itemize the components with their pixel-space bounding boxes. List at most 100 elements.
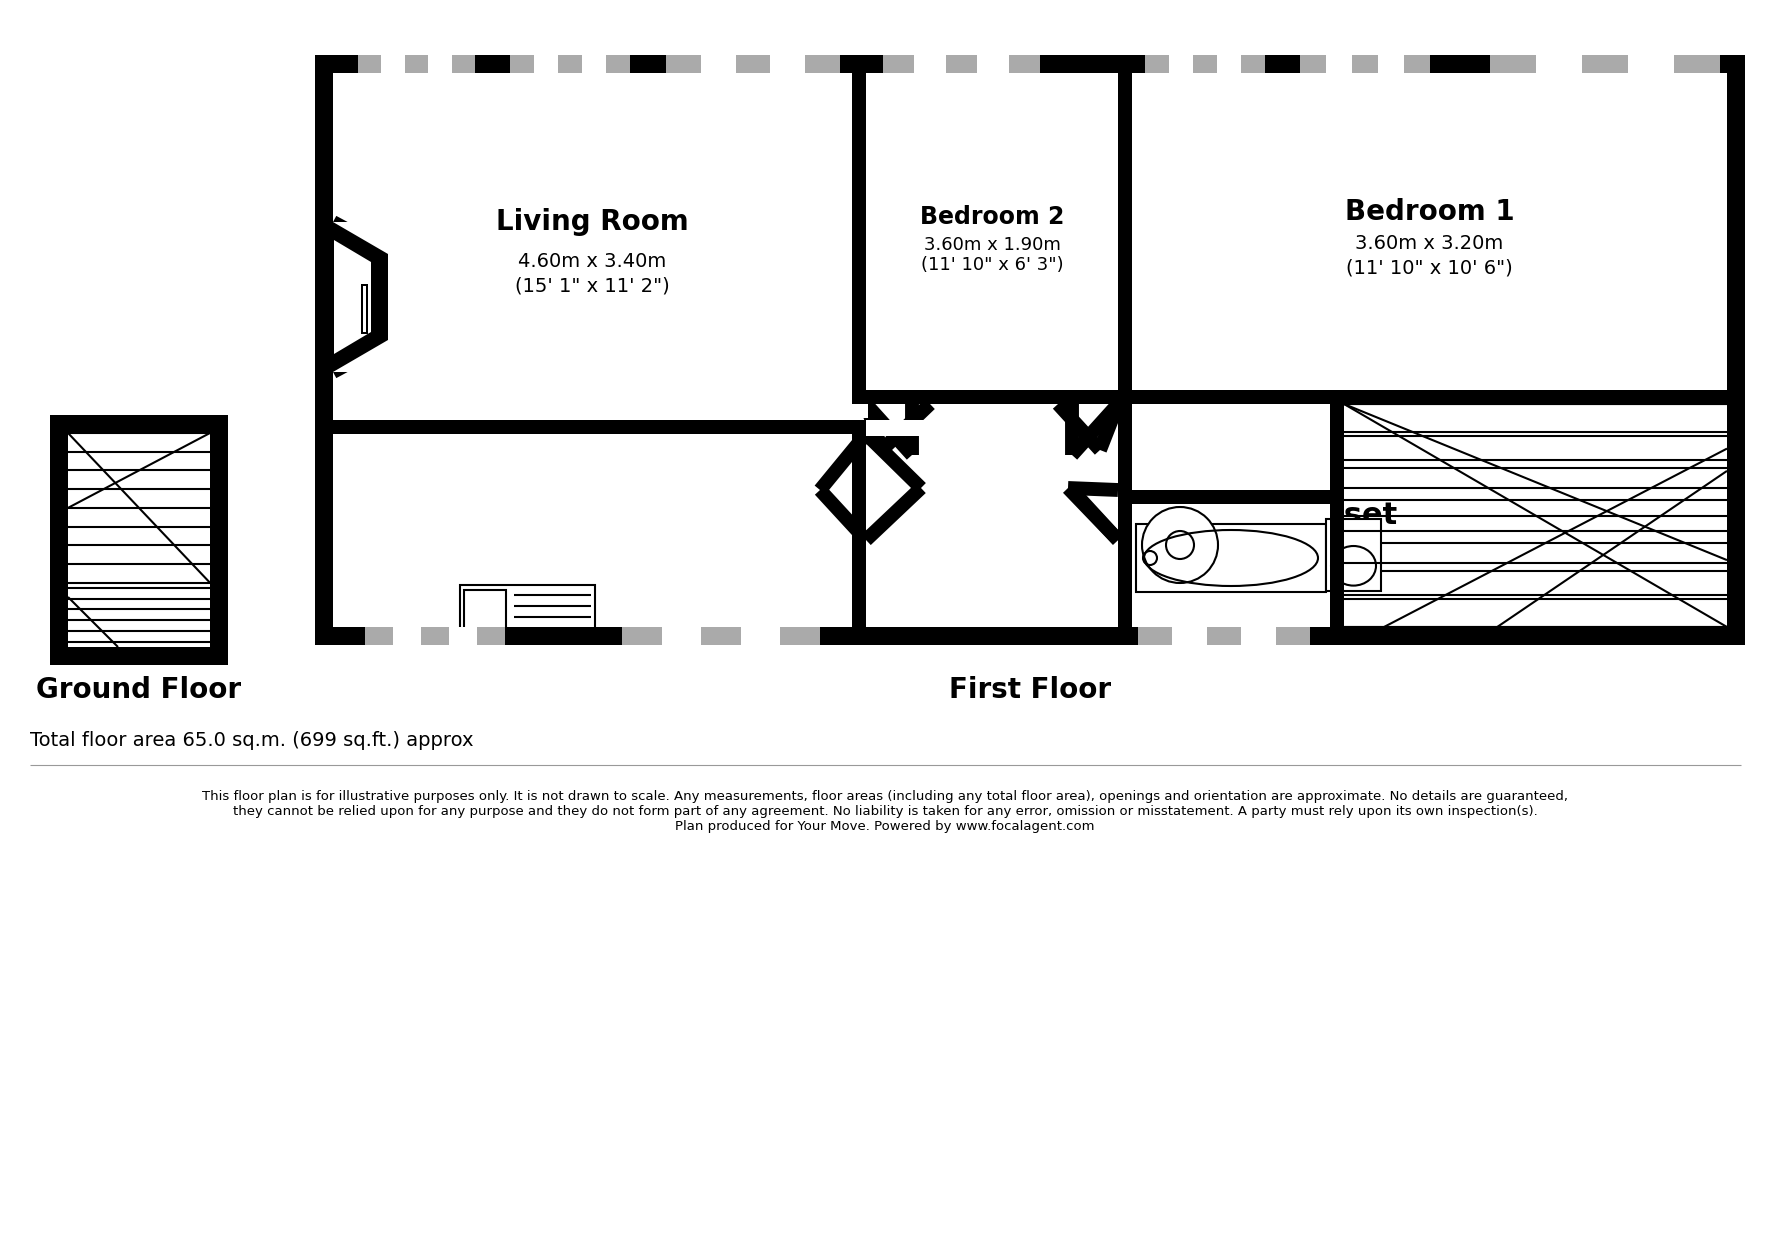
- Bar: [1118, 490, 1344, 503]
- Bar: [1068, 55, 1077, 73]
- Bar: [1326, 520, 1381, 591]
- Bar: [1241, 627, 1275, 645]
- Bar: [430, 55, 455, 73]
- Bar: [1171, 627, 1204, 645]
- Bar: [460, 627, 491, 645]
- Text: 4.60m x 3.40m: 4.60m x 3.40m: [519, 252, 666, 272]
- Bar: [880, 55, 909, 73]
- Bar: [1240, 627, 1275, 645]
- Bar: [342, 250, 363, 343]
- Bar: [1378, 55, 1404, 73]
- Text: Living Room: Living Room: [496, 207, 689, 236]
- Bar: [429, 55, 452, 73]
- Bar: [1330, 391, 1344, 645]
- Bar: [333, 434, 852, 627]
- Bar: [315, 55, 1744, 73]
- Bar: [1118, 490, 1132, 627]
- Bar: [476, 627, 505, 645]
- Bar: [1132, 503, 1330, 627]
- Bar: [333, 222, 413, 372]
- Bar: [315, 627, 1744, 645]
- Bar: [354, 55, 381, 73]
- Bar: [1241, 55, 1264, 73]
- Bar: [1275, 627, 1311, 645]
- Bar: [1544, 55, 1589, 73]
- Bar: [937, 55, 963, 73]
- Bar: [930, 404, 1057, 464]
- Bar: [1077, 55, 1084, 73]
- Bar: [464, 590, 507, 630]
- Text: First Floor: First Floor: [949, 676, 1110, 704]
- Bar: [1172, 627, 1206, 645]
- Bar: [1146, 55, 1169, 73]
- Bar: [1217, 55, 1241, 73]
- Bar: [421, 627, 450, 645]
- Bar: [1139, 627, 1172, 645]
- Bar: [535, 55, 558, 73]
- Text: 3.40m x 2.40m: 3.40m x 2.40m: [519, 533, 666, 552]
- Circle shape: [1142, 507, 1218, 583]
- Bar: [583, 55, 606, 73]
- Bar: [315, 627, 1744, 645]
- Bar: [1135, 627, 1171, 645]
- Bar: [370, 627, 400, 645]
- Bar: [806, 55, 839, 73]
- Bar: [785, 55, 811, 73]
- Bar: [852, 434, 866, 627]
- Bar: [363, 286, 367, 332]
- Bar: [726, 627, 769, 645]
- Text: 3.60m x 3.20m: 3.60m x 3.20m: [1355, 234, 1504, 253]
- Bar: [1319, 55, 1348, 73]
- Bar: [577, 55, 607, 73]
- Bar: [1330, 404, 1344, 627]
- Bar: [315, 420, 866, 434]
- Text: (11' 10" x 10' 6"): (11' 10" x 10' 6"): [1346, 258, 1512, 277]
- Bar: [455, 55, 480, 73]
- Bar: [333, 391, 852, 434]
- Polygon shape: [333, 222, 388, 372]
- Bar: [852, 391, 1744, 404]
- Bar: [1118, 55, 1132, 415]
- Text: (11' 2" x 7' 10"): (11' 2" x 7' 10"): [515, 557, 669, 577]
- Bar: [1404, 55, 1429, 73]
- Bar: [852, 55, 866, 391]
- Bar: [852, 394, 868, 418]
- Bar: [430, 627, 460, 645]
- Text: 2.30m x 1.40m: 2.30m x 1.40m: [1178, 539, 1284, 553]
- Bar: [1330, 391, 1344, 627]
- Bar: [643, 627, 684, 645]
- Bar: [866, 404, 1118, 627]
- Bar: [914, 55, 946, 73]
- Bar: [606, 55, 630, 73]
- Bar: [67, 433, 211, 647]
- Bar: [315, 222, 384, 372]
- Bar: [381, 55, 406, 73]
- Bar: [1351, 55, 1378, 73]
- Text: Bathroom: Bathroom: [1188, 522, 1273, 537]
- Bar: [315, 55, 1744, 73]
- Bar: [1061, 404, 1141, 484]
- Bar: [460, 585, 595, 635]
- Bar: [1057, 404, 1118, 464]
- Bar: [365, 627, 393, 645]
- Bar: [1169, 55, 1195, 73]
- Bar: [700, 55, 728, 73]
- Text: Bedroom 1: Bedroom 1: [1344, 197, 1514, 226]
- Bar: [701, 627, 740, 645]
- Bar: [315, 55, 333, 645]
- Text: Ground Floor: Ground Floor: [37, 676, 241, 704]
- Bar: [1135, 525, 1326, 591]
- Bar: [684, 627, 726, 645]
- Bar: [50, 415, 228, 665]
- Bar: [1206, 627, 1241, 645]
- Bar: [333, 222, 384, 372]
- Bar: [452, 55, 475, 73]
- Bar: [735, 55, 770, 73]
- Bar: [728, 55, 756, 73]
- Bar: [361, 284, 368, 334]
- Bar: [866, 404, 946, 484]
- Bar: [1433, 55, 1459, 73]
- Bar: [866, 434, 926, 627]
- Bar: [1118, 55, 1132, 391]
- Text: Total floor area 65.0 sq.m. (699 sq.ft.) approx: Total floor area 65.0 sq.m. (699 sq.ft.)…: [30, 730, 473, 749]
